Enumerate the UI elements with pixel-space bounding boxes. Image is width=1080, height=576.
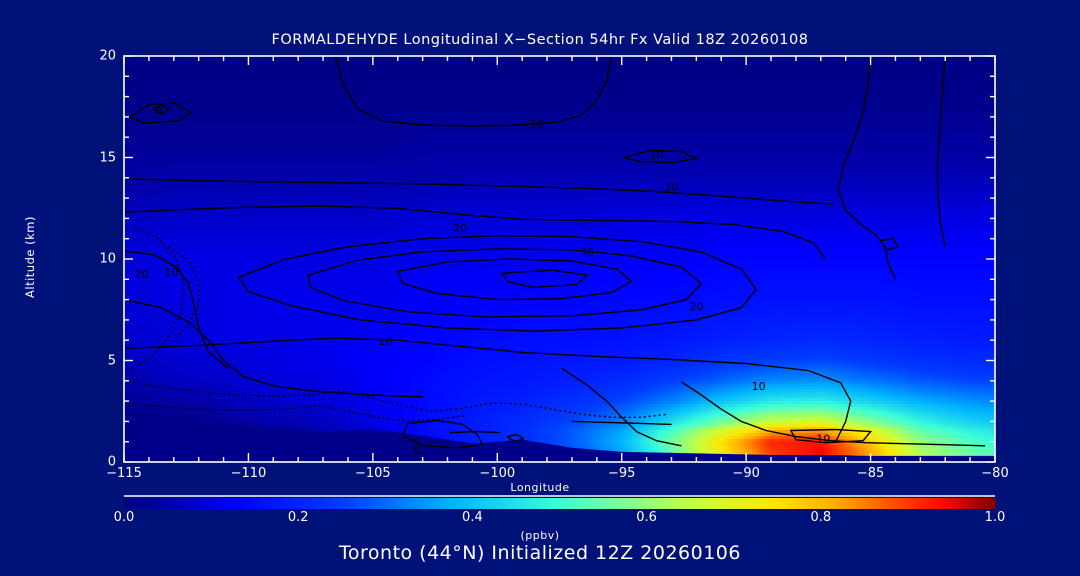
contour-label: 10	[752, 380, 766, 393]
contour-label: 10	[816, 433, 830, 446]
contour-label: 20	[689, 301, 703, 314]
contour-label: 20	[134, 268, 148, 281]
cross-section-plot: 0 10 10 10 20 30 20 10 10 10 0 20 10	[0, 0, 1080, 576]
contour-label: 10	[664, 181, 678, 194]
contour-label: 10	[650, 148, 664, 161]
concentration-field	[124, 56, 996, 463]
colorbar	[124, 496, 996, 509]
contour-label: 10	[378, 335, 392, 348]
contour-label: 0	[155, 104, 162, 117]
contour-label: 10	[530, 118, 544, 131]
contour-label: 20	[453, 222, 467, 235]
contour-label: 30	[580, 246, 594, 259]
contour-label: 10	[164, 266, 178, 279]
chart-figure: FORMALDEHYDE Longitudinal X−Section 54hr…	[0, 0, 1080, 576]
contour-label: 0	[414, 444, 421, 457]
